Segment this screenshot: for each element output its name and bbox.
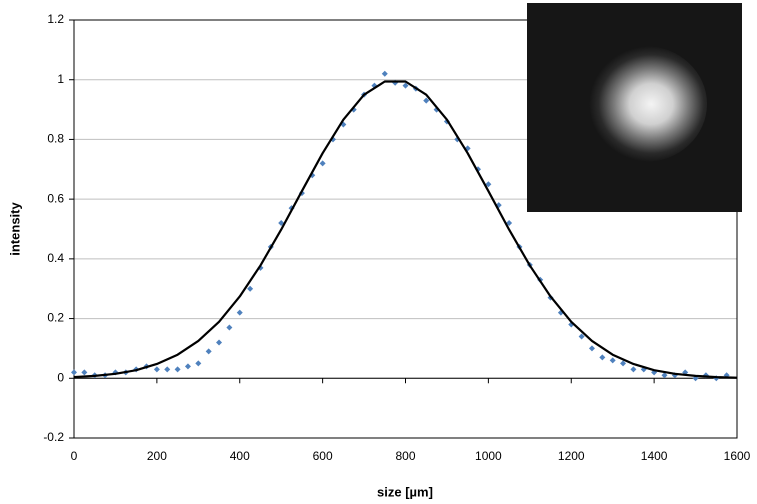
y-tick-label: 0.8 <box>47 132 64 146</box>
y-tick-label: 1.2 <box>47 12 64 26</box>
data-point <box>164 366 171 373</box>
y-tick-label: 0.2 <box>47 311 64 325</box>
data-point <box>236 309 243 316</box>
x-tick-label: 0 <box>71 449 78 463</box>
x-tick-label: 1600 <box>724 449 751 463</box>
x-tick-label: 800 <box>395 449 415 463</box>
x-tick-label: 1400 <box>641 449 668 463</box>
data-point <box>609 357 616 364</box>
x-tick-label: 400 <box>230 449 250 463</box>
data-point <box>661 372 668 379</box>
inset-spot <box>583 46 707 162</box>
data-point <box>247 285 254 292</box>
data-point <box>184 363 191 370</box>
data-point <box>402 82 409 89</box>
data-point <box>216 339 223 346</box>
data-point <box>485 181 492 188</box>
x-tick-label: 200 <box>147 449 167 463</box>
x-tick-label: 600 <box>313 449 333 463</box>
x-axis-title: size [µm] <box>377 484 433 499</box>
data-point <box>319 160 326 167</box>
data-point <box>588 345 595 352</box>
data-point <box>205 348 212 355</box>
data-point <box>81 369 88 376</box>
y-tick-label: 1 <box>57 72 64 86</box>
data-point <box>423 97 430 104</box>
inset-image <box>527 3 742 212</box>
y-tick-label: 0.4 <box>47 251 64 265</box>
data-point <box>620 360 627 367</box>
y-axis-title: intensity <box>7 202 22 256</box>
data-point <box>578 333 585 340</box>
data-point <box>195 360 202 367</box>
data-point <box>174 366 181 373</box>
fit-line <box>73 80 738 379</box>
data-point <box>599 354 606 361</box>
data-point <box>71 369 77 376</box>
x-tick-label: 1200 <box>558 449 585 463</box>
plot-border <box>73 19 738 439</box>
data-point <box>381 70 388 77</box>
data-point <box>226 324 233 331</box>
y-tick-label: 0 <box>57 370 64 384</box>
data-point <box>153 366 160 373</box>
plot-area: -0.2 0 0.2 0.4 0.6 0.8 1 1.2 0 200 400 600 800 1000 12… <box>43 12 750 463</box>
y-tick-label: -0.2 <box>43 430 64 444</box>
x-tick-label: 1000 <box>475 449 502 463</box>
data-point <box>630 366 637 373</box>
y-tick-label: 0.6 <box>47 191 64 205</box>
